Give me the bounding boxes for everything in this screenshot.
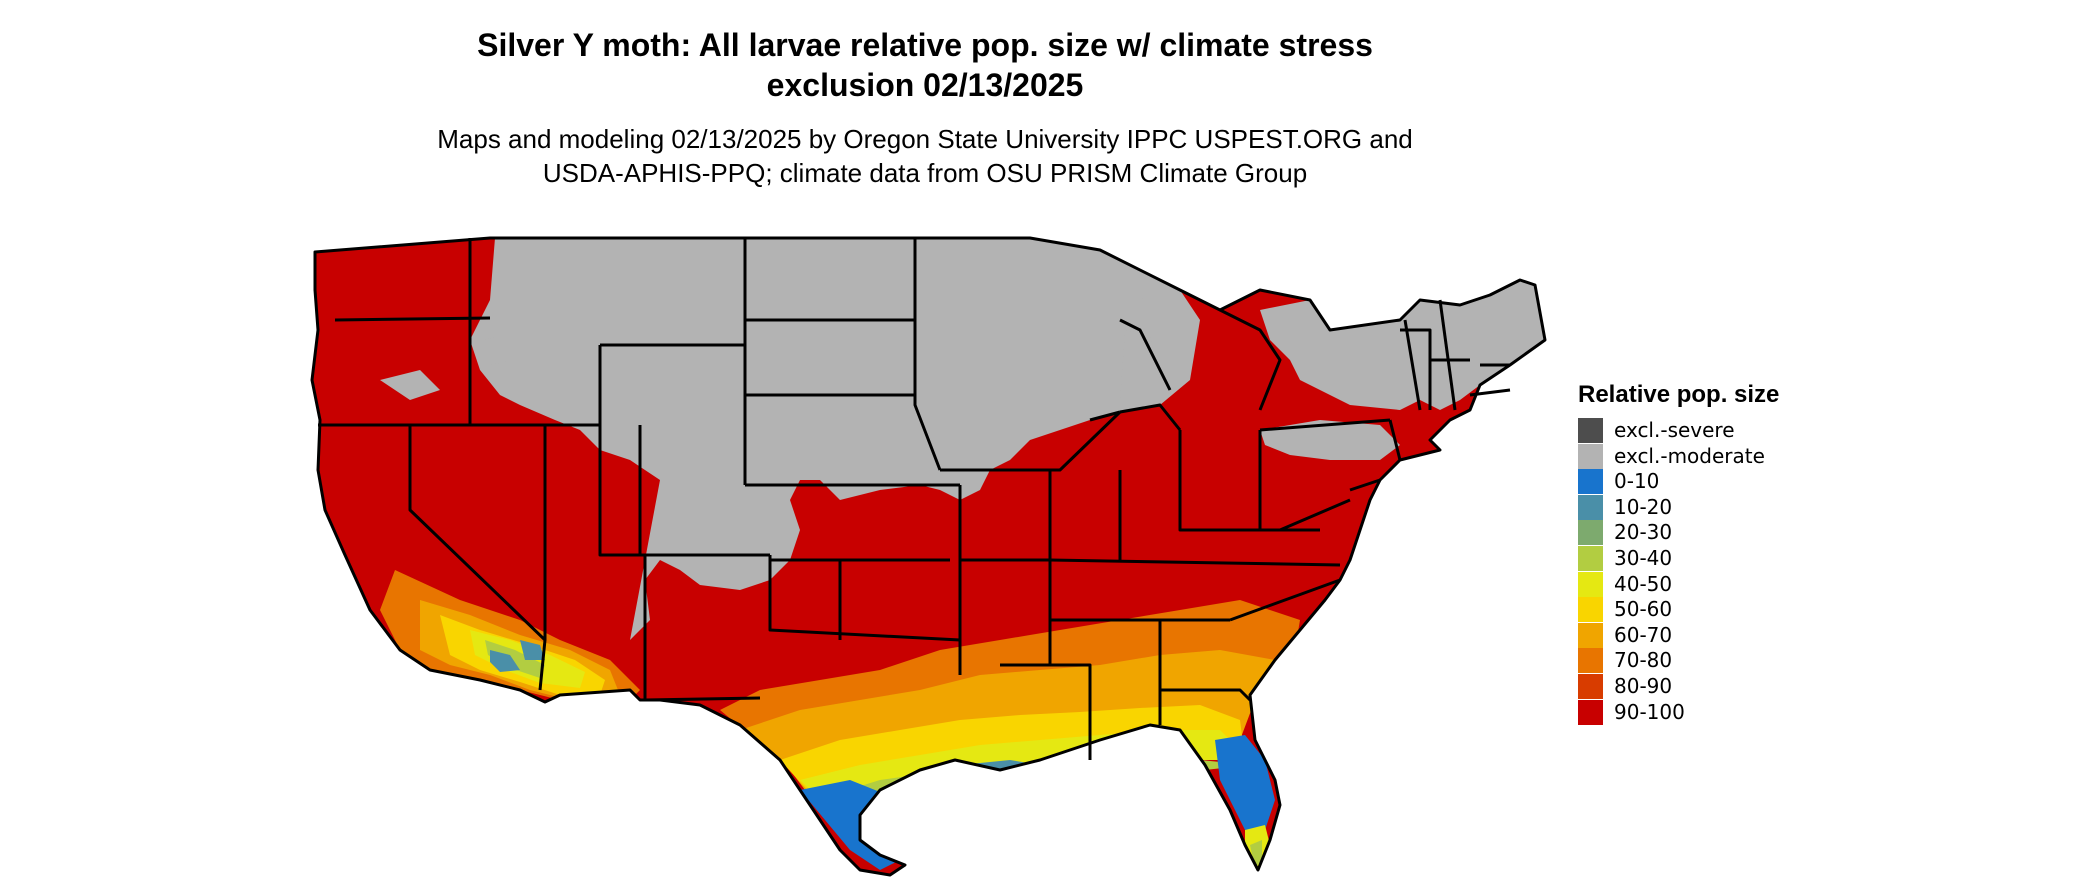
legend-label: 30-40 [1614, 545, 1673, 570]
legend-swatch [1578, 622, 1603, 648]
legend-item: 70-80 [1578, 648, 2078, 674]
map-subtitle-line-2: USDA-APHIS-PPQ; climate data from OSU PR… [542, 158, 1308, 188]
excluded-moderate-regions [380, 238, 1545, 640]
legend-item: 90-100 [1578, 699, 2078, 726]
legend-title: Relative pop. size [1578, 381, 1780, 408]
map-title-line-2: exclusion 02/13/2025 [766, 67, 1084, 103]
legend-item: 10-20 [1578, 494, 2078, 521]
legend-label: 40-50 [1614, 571, 1673, 596]
legend-swatch [1578, 648, 1603, 674]
national-outline [310, 236, 1547, 877]
legend-swatch [1578, 571, 1603, 597]
us-map [300, 222, 1560, 892]
legend-item: excl.-severe [1578, 418, 2078, 444]
legend-swatch [1578, 597, 1603, 623]
legend-label: 0-10 [1614, 469, 1660, 494]
legend-item: 40-50 [1578, 571, 2078, 598]
legend-label: 60-70 [1614, 622, 1673, 647]
legend-item: 50-60 [1578, 597, 2078, 623]
legend-label: excl.-moderate [1614, 443, 1765, 468]
legend-item: 30-40 [1578, 545, 2078, 572]
legend-item: 60-70 [1578, 622, 2078, 649]
map-title-line-1: Silver Y moth: All larvae relative pop. … [477, 27, 1373, 63]
legend-swatch [1578, 545, 1603, 571]
legend-swatch [1578, 443, 1603, 469]
legend-item: excl.-moderate [1578, 443, 2078, 470]
legend-label: 70-80 [1614, 648, 1673, 673]
us-map-fill [312, 238, 1545, 875]
legend-swatch [1578, 494, 1603, 520]
state-borders [310, 236, 1547, 877]
legend-label: 50-60 [1614, 597, 1673, 622]
legend-label: 10-20 [1614, 494, 1673, 519]
legend-item: 0-10 [1578, 469, 2078, 495]
map-subtitle-line-1: Maps and modeling 02/13/2025 by Oregon S… [437, 124, 1413, 154]
legend-item: 80-90 [1578, 673, 2078, 700]
legend-items: excl.-severe excl.-moderate 0-10 10-20 20-30… [1578, 418, 2078, 725]
legend-label: 80-90 [1614, 673, 1673, 698]
southwest-gradient [380, 570, 640, 700]
legend: Relative pop. size excl.-severe excl.-mod… [1578, 380, 2078, 725]
legend-label: 90-100 [1614, 699, 1685, 724]
legend-label: 20-30 [1614, 520, 1673, 545]
legend-swatch [1578, 673, 1603, 699]
legend-swatch [1578, 418, 1603, 443]
legend-item: 20-30 [1578, 520, 2078, 546]
legend-label: excl.-severe [1614, 418, 1735, 442]
legend-swatch [1578, 520, 1603, 546]
legend-swatch [1578, 469, 1603, 495]
legend-swatch [1578, 699, 1603, 725]
